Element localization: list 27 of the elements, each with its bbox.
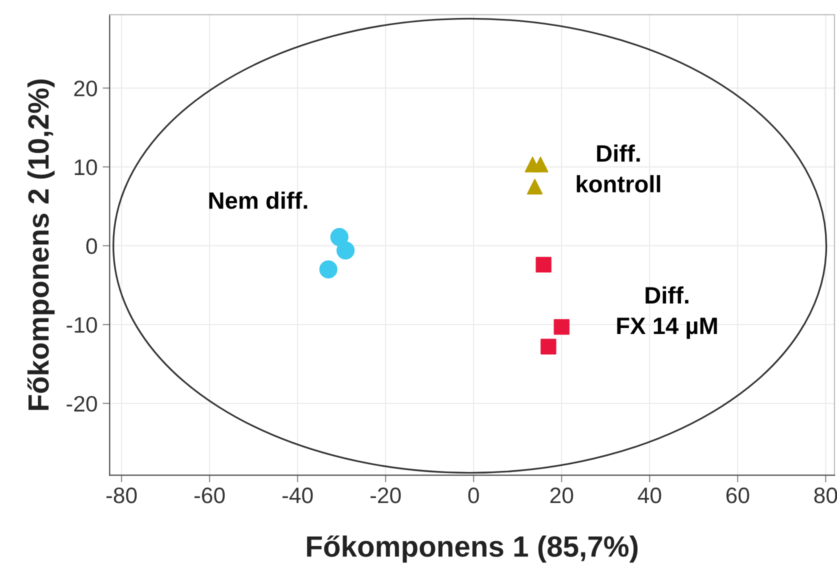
point bbox=[336, 241, 355, 260]
x-tick-label: 40 bbox=[638, 488, 662, 504]
point bbox=[526, 178, 543, 194]
x-tick-label: 60 bbox=[726, 488, 750, 504]
point bbox=[319, 260, 338, 278]
y-tick-label: 10 bbox=[74, 159, 97, 176]
x-tick-label: 20 bbox=[550, 488, 574, 504]
y-tick-label: -10 bbox=[66, 317, 97, 333]
y-tick-label: 20 bbox=[74, 80, 97, 96]
annotation: Nem diff. bbox=[209, 192, 308, 209]
x-tick-label: 80 bbox=[814, 488, 837, 504]
y-axis-title: Főkomponens 2 (10,2%) bbox=[27, 79, 55, 410]
y-tick-label: -20 bbox=[66, 396, 97, 412]
point bbox=[554, 319, 570, 335]
x-tick-label: -60 bbox=[194, 488, 225, 504]
point bbox=[536, 256, 552, 272]
point bbox=[532, 156, 548, 172]
point bbox=[540, 338, 556, 354]
point bbox=[330, 228, 348, 246]
x-tick-label: -80 bbox=[106, 488, 137, 504]
annotation: Diff. kontroll bbox=[576, 144, 660, 192]
annotation: Diff. FX 14 µM bbox=[617, 286, 717, 339]
x-axis-title: Főkomponens 1 (85,7%) bbox=[307, 535, 638, 563]
x-tick-label: -40 bbox=[282, 488, 313, 504]
x-tick-label: 0 bbox=[468, 488, 479, 504]
x-tick-label: -20 bbox=[370, 488, 401, 504]
y-tick-label: 0 bbox=[86, 238, 97, 254]
